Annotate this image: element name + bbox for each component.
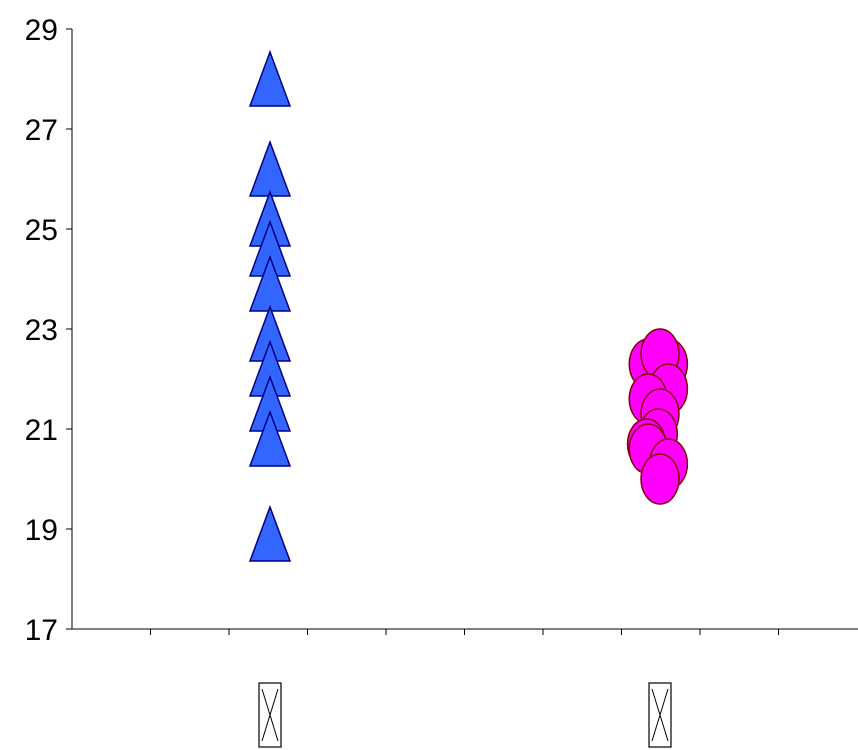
triangle-point xyxy=(248,49,292,107)
category-label: ⊠ xyxy=(258,682,282,748)
category-box xyxy=(258,682,282,748)
category-cross xyxy=(651,688,669,742)
category-box xyxy=(648,682,672,748)
y-tick-label: 21 xyxy=(25,414,58,447)
triangle-point xyxy=(248,409,292,467)
x-axis xyxy=(72,628,858,635)
y-tick-label: 17 xyxy=(25,614,58,647)
category-labels: ⊠⊠ xyxy=(258,682,672,748)
y-tick-label: 19 xyxy=(25,514,58,547)
y-tick-label: 23 xyxy=(25,314,58,347)
y-tick-label: 25 xyxy=(25,214,58,247)
series-layer xyxy=(248,49,689,562)
y-tick-label: 27 xyxy=(25,114,58,147)
triangle-point xyxy=(248,504,292,562)
y-tick-label: 29 xyxy=(25,14,58,47)
category-label: ⊠ xyxy=(648,682,672,748)
y-axis: 17 19 21 23 25 27 29 xyxy=(25,14,73,647)
circle-point xyxy=(640,453,680,505)
category-cross xyxy=(261,688,279,742)
triangle-point xyxy=(248,139,292,197)
